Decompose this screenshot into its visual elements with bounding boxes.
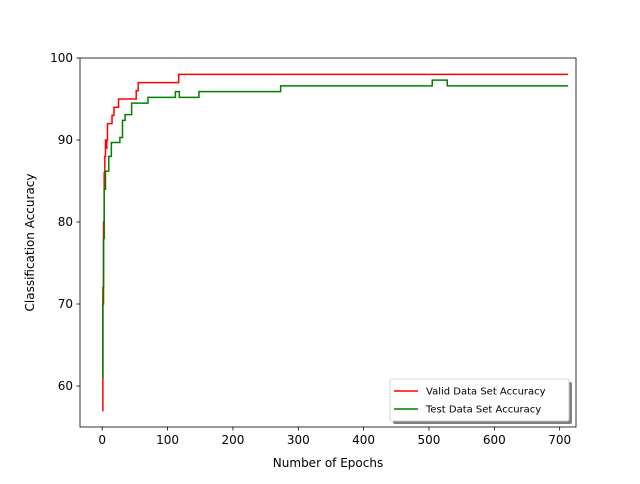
legend-label: Test Data Set Accuracy bbox=[425, 405, 541, 416]
axes-frame bbox=[79, 57, 577, 428]
y-tick-label: 80 bbox=[58, 215, 73, 229]
x-tick-label: 600 bbox=[483, 433, 506, 447]
y-tick-label: 100 bbox=[50, 51, 73, 65]
legend: Valid Data Set Accuracy Test Data Set Acc… bbox=[389, 378, 572, 424]
y-axis-label: Classification Accuracy bbox=[23, 174, 37, 312]
legend-box bbox=[389, 378, 570, 422]
x-tick-label: 500 bbox=[418, 433, 441, 447]
x-axis-label: Number of Epochs bbox=[273, 456, 383, 470]
y-tick-label: 60 bbox=[58, 379, 73, 393]
axes-layer: 0 100 200 300 400 500 600 700 60 70 80 90 100 Number … bbox=[23, 51, 577, 470]
x-tick-label: 200 bbox=[221, 433, 244, 447]
series-line-test bbox=[102, 79, 569, 379]
x-tick-label: 700 bbox=[548, 433, 571, 447]
legend-label: Valid Data Set Accuracy bbox=[426, 387, 546, 398]
y-tick-label: 70 bbox=[58, 297, 73, 311]
y-tick-label: 90 bbox=[58, 133, 73, 147]
x-tick-label: 0 bbox=[98, 433, 106, 447]
x-tick-label: 100 bbox=[156, 433, 179, 447]
x-tick-label: 300 bbox=[287, 433, 310, 447]
x-tick-label: 400 bbox=[352, 433, 375, 447]
plot-layer bbox=[102, 73, 569, 412]
